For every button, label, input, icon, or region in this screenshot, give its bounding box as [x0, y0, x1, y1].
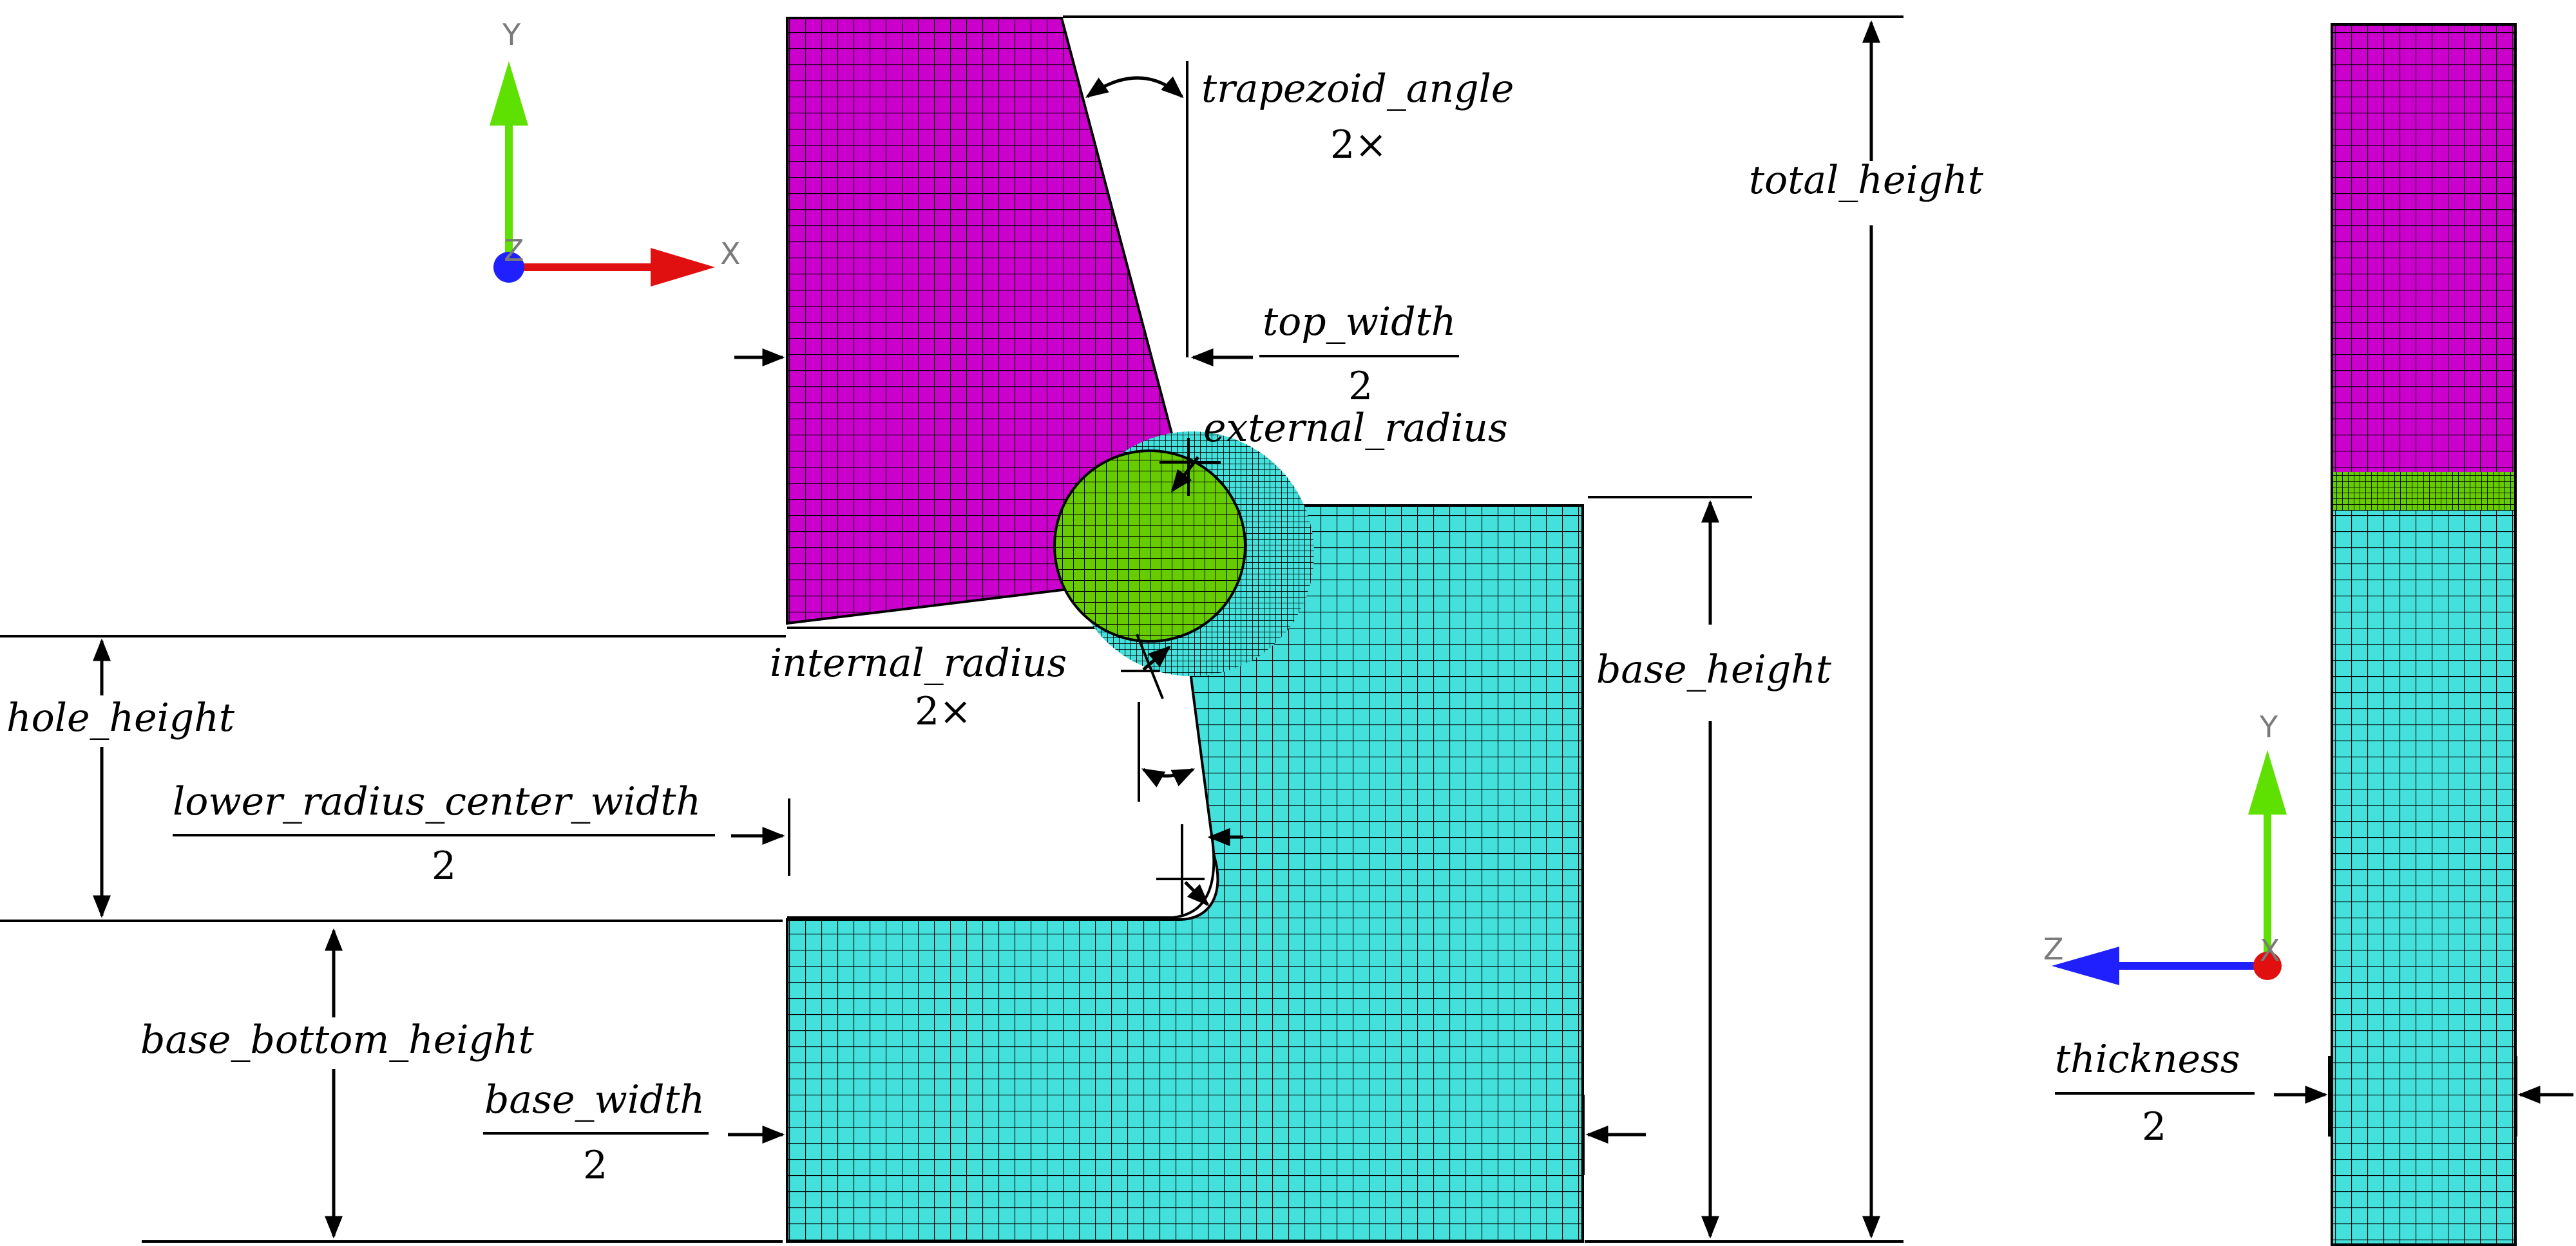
side-axis-x-label: X: [2260, 933, 2280, 968]
label-lower-radius-center-width: lower_radius_center_width: [173, 779, 701, 824]
mesh-weld-region: [1053, 431, 1314, 676]
side-dimension-lines: [2274, 1056, 2573, 1137]
dimension-labels: trapezoid_angle 2× total_height top_widt…: [6, 66, 2240, 1188]
label-total-height: total_height: [1749, 158, 1984, 203]
axis-triad-side: Y Z X: [2043, 710, 2287, 985]
label-base-bottom-height: base_bottom_height: [140, 1017, 535, 1062]
label-base-width-div: 2: [583, 1143, 607, 1188]
label-internal-radius: internal_radius: [770, 641, 1067, 686]
label-base-width: base_width: [484, 1077, 705, 1122]
label-top-width: top_width: [1263, 299, 1456, 345]
label-external-radius: external_radius: [1203, 406, 1508, 451]
label-internal-radius-mult: 2×: [915, 689, 971, 734]
hole-cutout: [787, 628, 1214, 918]
side-view-mesh: [2331, 23, 2517, 1246]
mesh-top-part: [786, 17, 1188, 625]
label-trapezoid-angle-mult: 2×: [1330, 122, 1387, 167]
label-top-width-div: 2: [1348, 364, 1373, 409]
dimension-lines: [0, 15, 2255, 1243]
side-axis-y-label: Y: [2259, 710, 2278, 744]
label-hole-height: hole_height: [6, 695, 235, 741]
axis-triad-front: Y X Z: [490, 17, 741, 287]
label-trapezoid-angle: trapezoid_angle: [1201, 66, 1514, 111]
label-base-height: base_height: [1596, 647, 1832, 692]
label-thickness-div: 2: [2142, 1104, 2166, 1149]
axis-y-label: Y: [502, 17, 521, 52]
label-thickness: thickness: [2055, 1037, 2240, 1082]
side-axis-z-label: Z: [2043, 932, 2064, 967]
axis-x-label: X: [720, 236, 741, 271]
axis-z-label: Z: [504, 233, 524, 268]
label-lower-radius-center-width-div: 2: [432, 844, 456, 889]
